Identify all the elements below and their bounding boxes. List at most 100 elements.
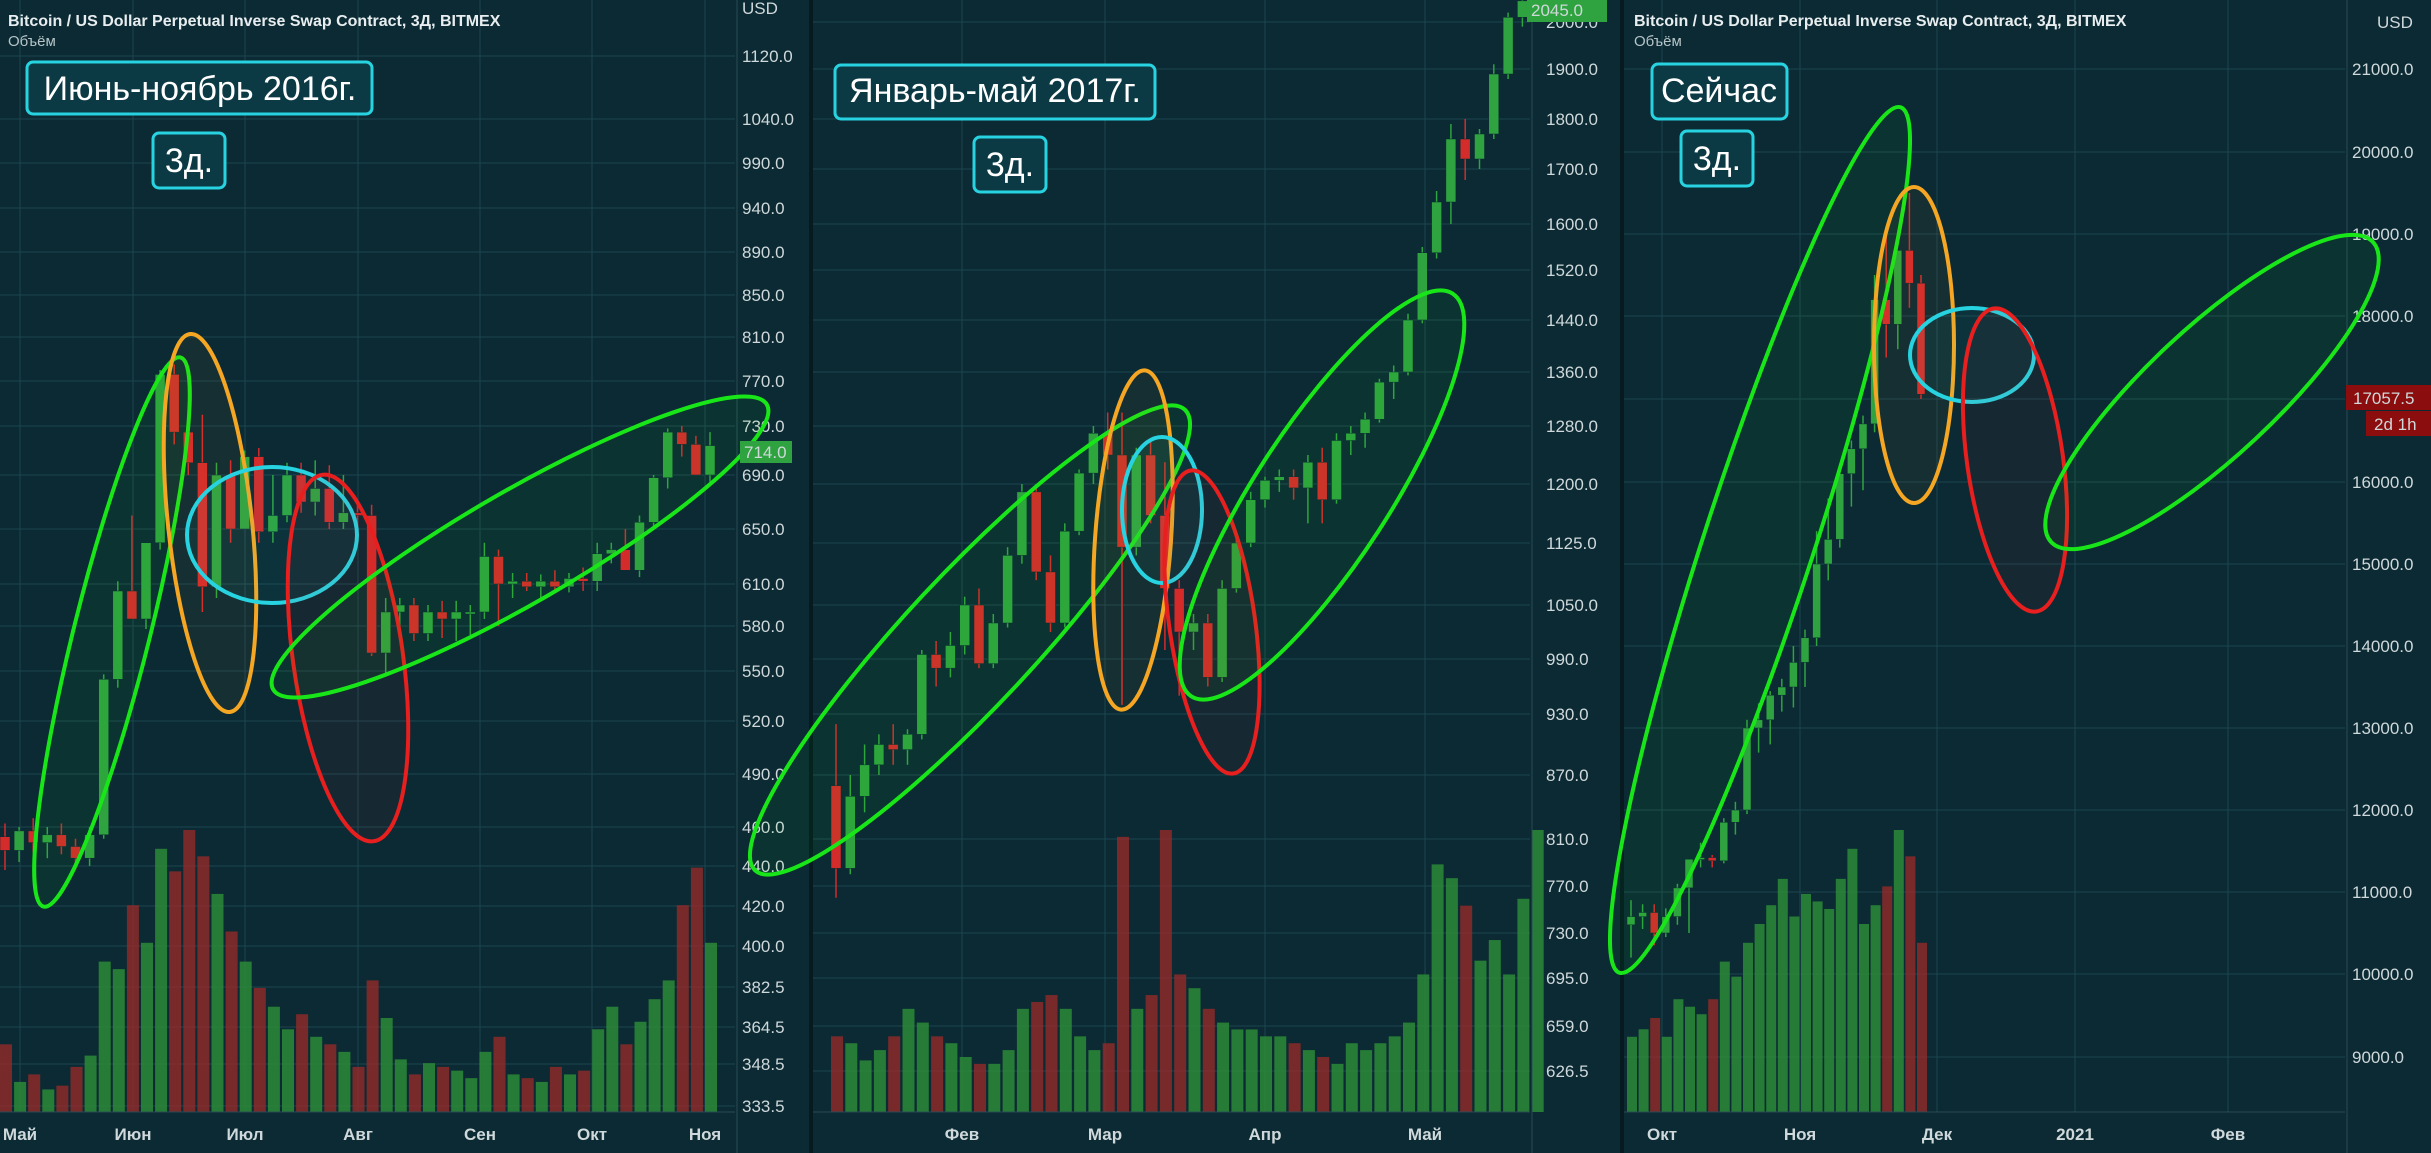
y-tick-label: 420.0 [742, 897, 785, 916]
volume-bar [1317, 1056, 1330, 1112]
y-tick-label: 382.5 [742, 978, 785, 997]
candle-body [916, 654, 928, 735]
volume-bar [352, 1066, 365, 1112]
x-tick-label: Окт [1647, 1125, 1677, 1144]
candle-body [902, 734, 913, 750]
volume-bar [1474, 960, 1487, 1112]
time-axis[interactable]: Май Июн Июл Авг Сен Окт Ноя [0, 1111, 735, 1144]
volume-bar [1031, 1001, 1044, 1112]
candle-body [197, 462, 208, 588]
y-tick-label: 1200.0 [1546, 475, 1598, 494]
volume-bar [1882, 886, 1893, 1112]
candle-body [366, 515, 377, 654]
volume-bar [98, 961, 111, 1112]
y-tick-label: 1120.0 [742, 47, 793, 66]
y-tick-label: 850.0 [742, 286, 785, 305]
candle-body [1388, 371, 1399, 383]
price-axis[interactable]: 2000.01900.01800.01700.01600.01520.01440… [1531, 0, 1598, 1153]
candle-body [1459, 138, 1471, 160]
volume-bar [507, 1074, 520, 1112]
volume-bar [676, 905, 689, 1112]
volume-bar [1835, 878, 1846, 1112]
candle-body [1073, 472, 1085, 532]
volume-bar [1331, 1063, 1344, 1112]
volume-bar [253, 987, 266, 1112]
candle-body [1649, 912, 1659, 934]
time-axis[interactable]: Фев Мар Апр Май [813, 1111, 1530, 1144]
volume-bar [169, 871, 182, 1112]
candle-body [1626, 916, 1636, 926]
x-tick-label: Мар [1088, 1125, 1122, 1144]
y-tick-label: 490.0 [742, 765, 785, 784]
candle-body [1245, 499, 1256, 544]
volume-bar [1074, 1036, 1087, 1112]
y-tick-label: 12000.0 [2352, 801, 2413, 820]
candle-body [1800, 637, 1810, 663]
green-ellipse [2043, 232, 2381, 552]
y-tick-label: 333.5 [742, 1097, 785, 1116]
volume-bar [1743, 942, 1753, 1112]
candle-body [945, 645, 956, 669]
volume-bar [451, 1070, 464, 1112]
candle-body [465, 611, 476, 615]
panel-divider[interactable] [809, 0, 813, 1153]
period-label: Сейчас [1661, 72, 1777, 110]
candle-body [1474, 133, 1485, 160]
candle-body [648, 477, 659, 523]
chart-panel-2016[interactable]: 1120.0 1040.0 990.0 940.0 890.0 850.0 810.0 770… [0, 0, 794, 1153]
volume-bar [1638, 1029, 1649, 1112]
volume-bar [211, 893, 224, 1112]
volume-bar [662, 980, 675, 1112]
candle-body [168, 374, 180, 433]
candle-body [535, 581, 547, 588]
y-tick-label: 15000.0 [2352, 555, 2413, 574]
candle-body [1302, 462, 1314, 489]
candle-body [1345, 433, 1357, 441]
period-label: Январь-май 2017г. [849, 72, 1141, 110]
candle-body [887, 744, 899, 750]
volume-bar [1188, 988, 1201, 1112]
candle-body [973, 604, 985, 664]
y-tick-label: 440.0 [742, 857, 785, 876]
volume-bar [1159, 830, 1172, 1112]
y-tick-label: 940.0 [742, 199, 785, 218]
volume-bar [239, 961, 252, 1112]
volume-bar [705, 942, 717, 1112]
candle-body [1488, 73, 1500, 135]
volume-bar [1045, 995, 1058, 1112]
x-tick-label: Дек [1922, 1125, 1953, 1144]
panel-divider[interactable] [1620, 0, 1624, 1153]
volume-bars [0, 830, 717, 1112]
volume-bar [1403, 1022, 1415, 1112]
interval-label-box: 3д. [972, 135, 1048, 194]
candle-body [380, 611, 391, 654]
green-ellipse [269, 394, 771, 700]
y-tick-label: 650.0 [742, 520, 785, 539]
chart-title: Bitcoin / US Dollar Perpetual Inverse Sw… [8, 13, 501, 30]
candle-body [830, 785, 842, 869]
time-axis[interactable]: Окт Ноя Дек 2021 Фев [1624, 1111, 2345, 1144]
y-tick-label: 550.0 [742, 662, 785, 681]
volume-bar [282, 1029, 294, 1112]
volume-bar [1685, 1006, 1695, 1112]
candle-body [1059, 530, 1071, 624]
chart-panel-now[interactable]: 21000.020000.019000.018000.017000.016000… [1624, 0, 2413, 1153]
volume-bar [14, 1081, 27, 1112]
y-tick-label: 1440.0 [1546, 311, 1598, 330]
candle-body [27, 830, 39, 843]
price-axis[interactable]: 1120.0 1040.0 990.0 940.0 890.0 850.0 810.0 770… [736, 0, 794, 1153]
volume-bar [1824, 908, 1835, 1112]
y-tick-label: 400.0 [742, 937, 785, 956]
y-tick-label: 770.0 [1546, 877, 1589, 896]
volume-bar [1302, 1050, 1315, 1112]
candle-body [450, 611, 462, 620]
x-tick-label: Май [1408, 1125, 1442, 1144]
candle-body [620, 549, 631, 571]
candle-body [1030, 491, 1042, 573]
candle-body [338, 512, 349, 523]
candle-body [309, 488, 321, 503]
price-axis[interactable]: 21000.020000.019000.018000.017000.016000… [2346, 0, 2413, 1153]
volume-bar [1859, 924, 1869, 1112]
volume-bar [493, 1036, 506, 1112]
